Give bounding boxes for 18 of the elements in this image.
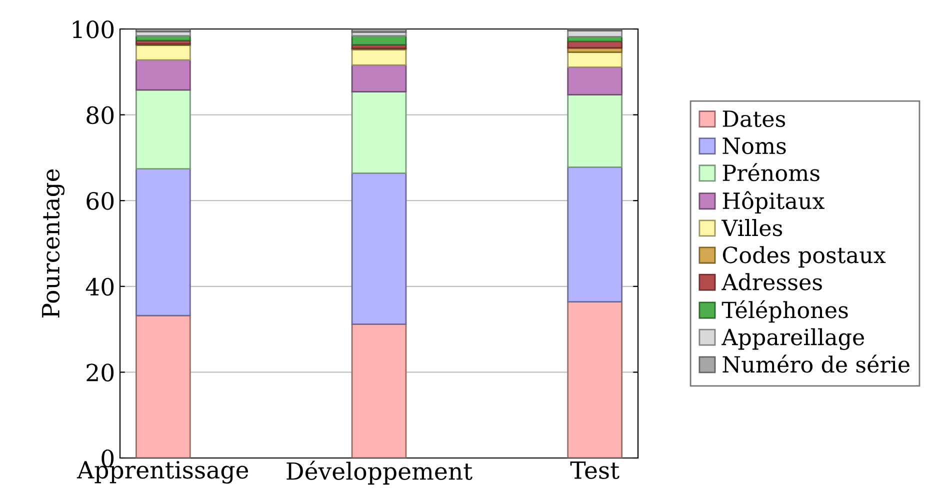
legend-label: Téléphones — [722, 300, 848, 323]
legend-label: Numéro de série — [722, 354, 910, 373]
y-axis-title: Pourcentage — [42, 169, 65, 318]
y-tick-label: 80 — [86, 106, 114, 124]
legend-label: Prénoms — [722, 163, 820, 182]
legend-label: Dates — [722, 110, 786, 128]
legend-label: Codes postaux — [722, 246, 886, 268]
legend-label: Appareillage — [722, 328, 864, 350]
y-tick-label: 40 — [86, 278, 114, 296]
legend-label: Adresses — [722, 273, 822, 290]
x-tick-label: Développement — [286, 460, 472, 485]
legend-label: Noms — [722, 138, 786, 154]
y-tick-label: 60 — [86, 192, 114, 210]
y-tick-label: 20 — [86, 364, 114, 382]
legend-label: Hôpitaux — [722, 191, 825, 214]
y-tick-label: 100 — [72, 20, 114, 38]
x-tick-label: Test — [570, 462, 620, 480]
legend-label: Villes — [721, 219, 782, 236]
